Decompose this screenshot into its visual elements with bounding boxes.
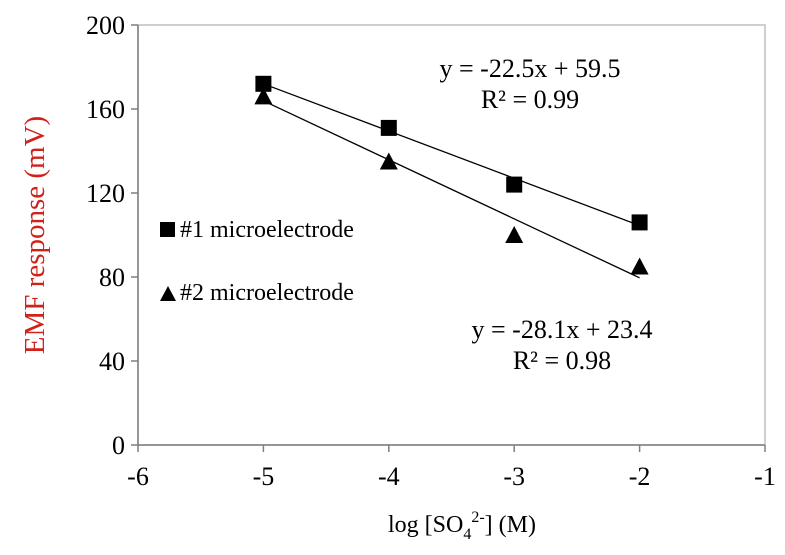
y-tick-label: 120 [86, 179, 125, 208]
y-axis: 0 40 80 120 160 200 [86, 11, 139, 460]
legend: #1 microelectrode #2 microelectrode [160, 217, 354, 306]
x-tick-label: -6 [127, 462, 149, 491]
equation-series-2: y = -28.1x + 23.4 [472, 315, 653, 344]
data-point-series-1 [380, 119, 397, 136]
data-point-series-2 [630, 257, 649, 275]
x-axis-title-subscript: 4 [463, 526, 471, 543]
r2-series-1: R² = 0.99 [481, 85, 579, 114]
data-point-series-2 [379, 152, 398, 170]
x-tick-label: -4 [378, 462, 400, 491]
trendline-series-1 [263, 83, 640, 227]
x-tick-label: -5 [253, 462, 275, 491]
x-axis-title: log [SO42-] (M) [388, 509, 536, 543]
data-point-series-2 [505, 226, 524, 243]
x-tick-label: -2 [629, 462, 651, 491]
equation-series-1: y = -22.5x + 59.5 [440, 54, 621, 83]
data-point-series-1 [255, 75, 272, 92]
trendlines [263, 83, 640, 279]
data-points [254, 75, 649, 275]
data-point-series-2 [254, 87, 273, 105]
x-axis-title-superscript: 2- [471, 509, 484, 526]
y-tick-label: 80 [99, 263, 125, 292]
x-axis-title-units: ] (M) [485, 512, 536, 538]
x-tick-label: -1 [754, 462, 776, 491]
trendline-series-2 [263, 100, 640, 279]
legend-label-series-2: #2 microelectrode [180, 280, 354, 306]
y-tick-label: 40 [99, 347, 125, 376]
r2-series-2: R² = 0.98 [513, 346, 611, 375]
x-tick-label: -3 [503, 462, 525, 491]
legend-square-marker [160, 222, 175, 237]
x-axis: -6 -5 -4 -3 -2 -1 [127, 444, 776, 491]
x-axis-title-main: log [SO [388, 512, 463, 538]
y-tick-label: 200 [86, 11, 125, 40]
y-tick-label: 160 [86, 95, 125, 124]
data-point-series-1 [506, 176, 523, 193]
data-point-series-1 [631, 214, 648, 231]
legend-triangle-marker [160, 286, 176, 301]
y-tick-label: 0 [112, 431, 125, 460]
y-axis-title: EMF response (mV) [19, 116, 51, 354]
legend-label-series-1: #1 microelectrode [180, 217, 354, 243]
